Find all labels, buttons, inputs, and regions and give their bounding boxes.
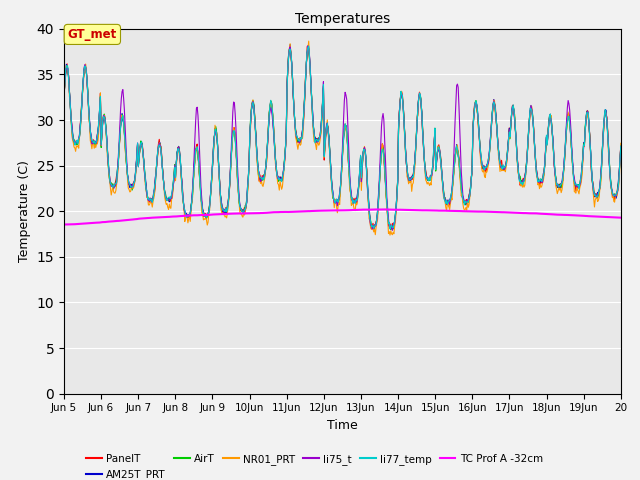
PanelT (412, 145, 419, 151)
li75_t (304, 43, 312, 49)
li77_temp (214, 139, 221, 144)
AirT (184, 214, 192, 220)
AM25T_PRT (184, 215, 192, 220)
li75_t (428, 173, 436, 179)
PanelT (304, 43, 312, 48)
li75_t (184, 212, 192, 217)
AirT (617, 144, 625, 150)
NR01_PRT (184, 220, 192, 226)
Text: GT_met: GT_met (68, 28, 117, 41)
Line: AM25T_PRT: AM25T_PRT (64, 45, 621, 229)
NR01_PRT (412, 152, 419, 157)
li75_t (70, 137, 78, 143)
AirT (127, 184, 135, 190)
li77_temp (70, 138, 78, 144)
PanelT (428, 171, 436, 177)
TC Prof A -32cm (184, 213, 192, 218)
li75_t (617, 144, 625, 149)
TC Prof A -32cm (127, 217, 135, 223)
li77_temp (386, 226, 394, 232)
NR01_PRT (305, 38, 312, 44)
li77_temp (305, 43, 312, 49)
TC Prof A -32cm (70, 221, 78, 227)
AM25T_PRT (214, 139, 221, 144)
AM25T_PRT (60, 95, 68, 100)
TC Prof A -32cm (214, 211, 221, 217)
AM25T_PRT (127, 181, 135, 187)
NR01_PRT (70, 144, 78, 150)
Line: AirT: AirT (64, 48, 621, 230)
Line: TC Prof A -32cm: TC Prof A -32cm (64, 209, 621, 225)
AirT (412, 148, 419, 154)
PanelT (184, 214, 192, 219)
Line: li77_temp: li77_temp (64, 46, 621, 229)
PanelT (617, 143, 625, 149)
NR01_PRT (428, 173, 436, 179)
li77_temp (127, 183, 135, 189)
AirT (60, 92, 68, 97)
li77_temp (617, 143, 625, 149)
Line: NR01_PRT: NR01_PRT (64, 41, 621, 235)
li75_t (214, 138, 221, 144)
li77_temp (428, 170, 436, 176)
Line: li75_t: li75_t (64, 46, 621, 230)
li75_t (388, 228, 396, 233)
PanelT (70, 140, 78, 145)
NR01_PRT (60, 92, 68, 97)
TC Prof A -32cm (60, 222, 68, 228)
li77_temp (184, 214, 192, 219)
AM25T_PRT (412, 147, 419, 153)
PanelT (214, 138, 221, 144)
TC Prof A -32cm (380, 206, 387, 212)
li75_t (127, 185, 135, 191)
AM25T_PRT (387, 227, 395, 232)
X-axis label: Time: Time (327, 419, 358, 432)
AirT (428, 170, 436, 176)
Legend: PanelT, AM25T_PRT, AirT, NR01_PRT, li75_t, li77_temp, TC Prof A -32cm: PanelT, AM25T_PRT, AirT, NR01_PRT, li75_… (82, 450, 547, 480)
AirT (286, 45, 294, 51)
NR01_PRT (127, 184, 135, 190)
AirT (387, 227, 395, 233)
AM25T_PRT (70, 141, 78, 146)
NR01_PRT (386, 232, 394, 238)
Title: Temperatures: Temperatures (295, 12, 390, 26)
Y-axis label: Temperature (C): Temperature (C) (18, 160, 31, 262)
TC Prof A -32cm (428, 207, 435, 213)
AirT (214, 140, 221, 146)
li75_t (412, 146, 419, 152)
li77_temp (412, 147, 419, 153)
NR01_PRT (214, 138, 221, 144)
PanelT (370, 227, 378, 232)
PanelT (127, 182, 135, 188)
Line: PanelT: PanelT (64, 46, 621, 229)
AM25T_PRT (428, 169, 436, 175)
NR01_PRT (617, 140, 625, 146)
AM25T_PRT (286, 42, 294, 48)
PanelT (60, 91, 68, 97)
li77_temp (60, 94, 68, 99)
AM25T_PRT (617, 143, 625, 148)
AirT (70, 137, 78, 143)
li75_t (60, 95, 68, 100)
TC Prof A -32cm (617, 215, 625, 220)
TC Prof A -32cm (411, 207, 419, 213)
